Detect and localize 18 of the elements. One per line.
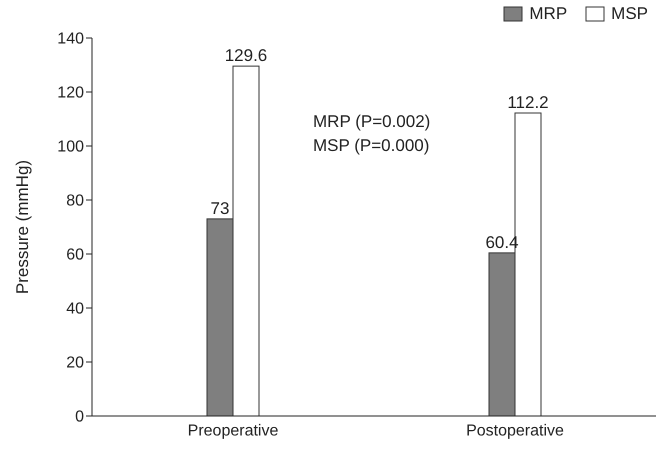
x-tick-label: Preoperative [188, 422, 278, 440]
y-tick-label: 80 [66, 192, 84, 210]
annotation: MRP (P=0.002) [313, 111, 430, 133]
y-tick-label: 140 [57, 30, 84, 48]
y-tick-label: 60 [66, 246, 84, 264]
y-tick-label: 0 [75, 408, 84, 426]
y-tick-label: 100 [57, 138, 84, 156]
data-label: 73 [210, 198, 230, 218]
y-tick-label: 20 [66, 354, 84, 372]
legend-label: MSP [611, 4, 648, 24]
y-tick-label: 40 [66, 300, 84, 318]
legend-label: MRP [529, 4, 568, 24]
y-axis-title: Pressure (mmHg) [13, 160, 32, 294]
x-tick-label: Postoperative [466, 422, 564, 440]
annotation: MSP (P=0.000) [313, 135, 430, 157]
y-tick-label: 120 [57, 84, 84, 102]
data-label: 129.6 [224, 46, 268, 66]
data-label: 112.2 [507, 93, 549, 112]
